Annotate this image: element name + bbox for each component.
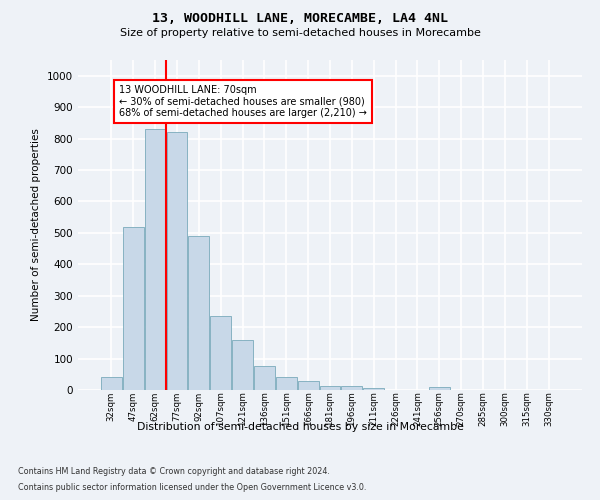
Bar	[341, 386, 362, 390]
Bar	[298, 381, 319, 390]
Text: Contains HM Land Registry data © Crown copyright and database right 2024.: Contains HM Land Registry data © Crown c…	[18, 468, 330, 476]
Text: 13 WOODHILL LANE: 70sqm
← 30% of semi-detached houses are smaller (980)
68% of s: 13 WOODHILL LANE: 70sqm ← 30% of semi-de…	[119, 85, 367, 118]
Bar	[101, 378, 122, 390]
Bar	[254, 366, 275, 390]
Bar	[429, 388, 450, 390]
Text: 13, WOODHILL LANE, MORECAMBE, LA4 4NL: 13, WOODHILL LANE, MORECAMBE, LA4 4NL	[152, 12, 448, 26]
Bar	[188, 236, 209, 390]
Text: Contains public sector information licensed under the Open Government Licence v3: Contains public sector information licen…	[18, 484, 367, 492]
Bar	[123, 226, 143, 390]
Bar	[364, 388, 384, 390]
Bar	[276, 377, 296, 390]
Bar	[232, 340, 253, 390]
Bar	[167, 132, 187, 390]
Bar	[145, 129, 166, 390]
Bar	[210, 316, 231, 390]
Text: Size of property relative to semi-detached houses in Morecambe: Size of property relative to semi-detach…	[119, 28, 481, 38]
Y-axis label: Number of semi-detached properties: Number of semi-detached properties	[31, 128, 41, 322]
Text: Distribution of semi-detached houses by size in Morecambe: Distribution of semi-detached houses by …	[137, 422, 463, 432]
Bar	[320, 386, 340, 390]
